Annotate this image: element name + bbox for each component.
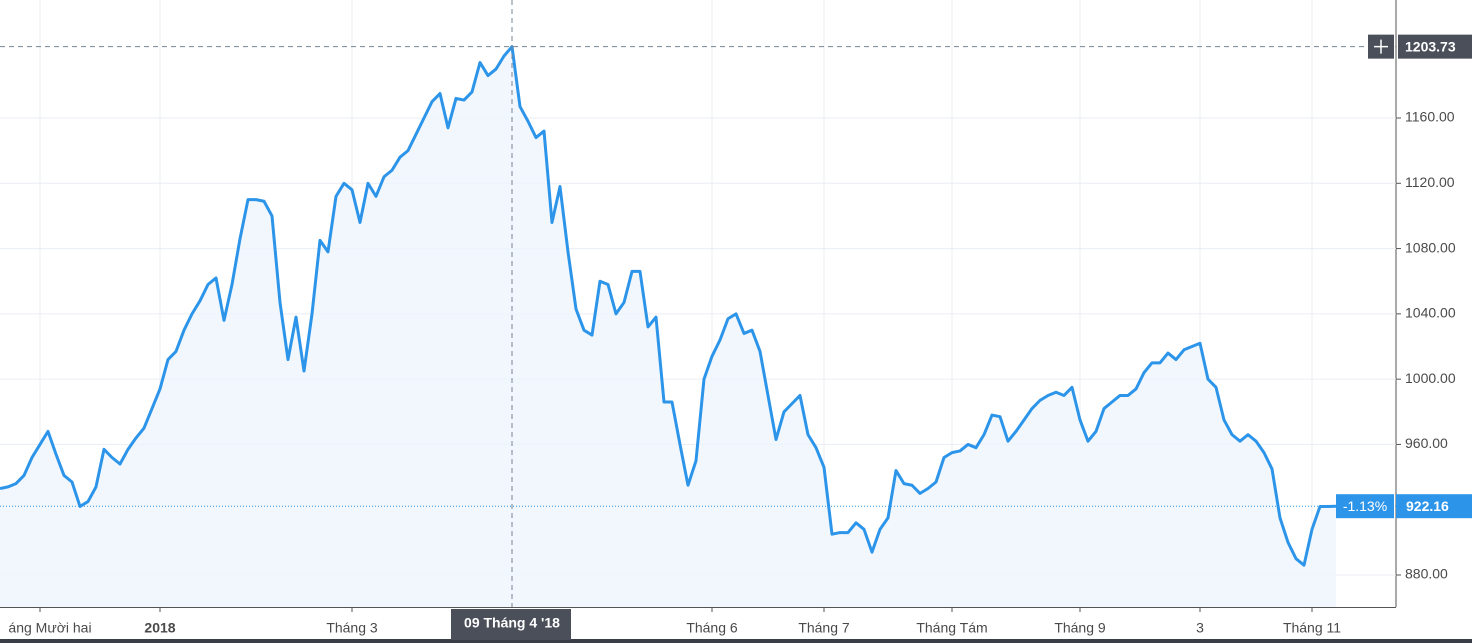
crosshair-y-box [1398, 34, 1472, 59]
y-tick-label: 880.00 [1405, 566, 1448, 582]
y-tick-label: 1040.00 [1405, 305, 1456, 321]
x-tick-label: Tháng 3 [326, 620, 378, 636]
crosshair-x-box [451, 609, 571, 640]
line [0, 45, 1337, 567]
change-box [1336, 494, 1394, 519]
x-tick-label: Tháng Tám [916, 620, 987, 636]
x-tick-label: Tháng 7 [798, 620, 850, 636]
crosshair-x-label: 09 Tháng 4 '18 [464, 615, 560, 631]
crosshair-y-label: 1203.73 [1405, 38, 1456, 54]
x-tick-label: Tháng 6 [686, 620, 738, 636]
bottom-strip [0, 639, 1472, 643]
x-tick-label: áng Mười hai [8, 620, 91, 636]
y-tick-label: 1120.00 [1405, 174, 1455, 190]
y-tick-label: 960.00 [1405, 435, 1448, 451]
x-tick-label: Tháng 9 [1054, 620, 1106, 636]
x-tick-label: 3 [1196, 620, 1204, 636]
x-tick-label: Tháng 11 [1283, 620, 1341, 636]
y-tick-label: 1000.00 [1405, 370, 1456, 386]
y-tick-label: 1080.00 [1405, 239, 1456, 255]
last-price-box [1396, 494, 1472, 519]
last-price-label: 922.16 [1406, 498, 1449, 514]
area [0, 46, 1336, 607]
change-label: -1.13% [1343, 498, 1387, 514]
y-tick-label: 1160.00 [1405, 109, 1455, 125]
x-tick-label: 2018 [144, 620, 175, 636]
add-icon [1374, 39, 1388, 54]
